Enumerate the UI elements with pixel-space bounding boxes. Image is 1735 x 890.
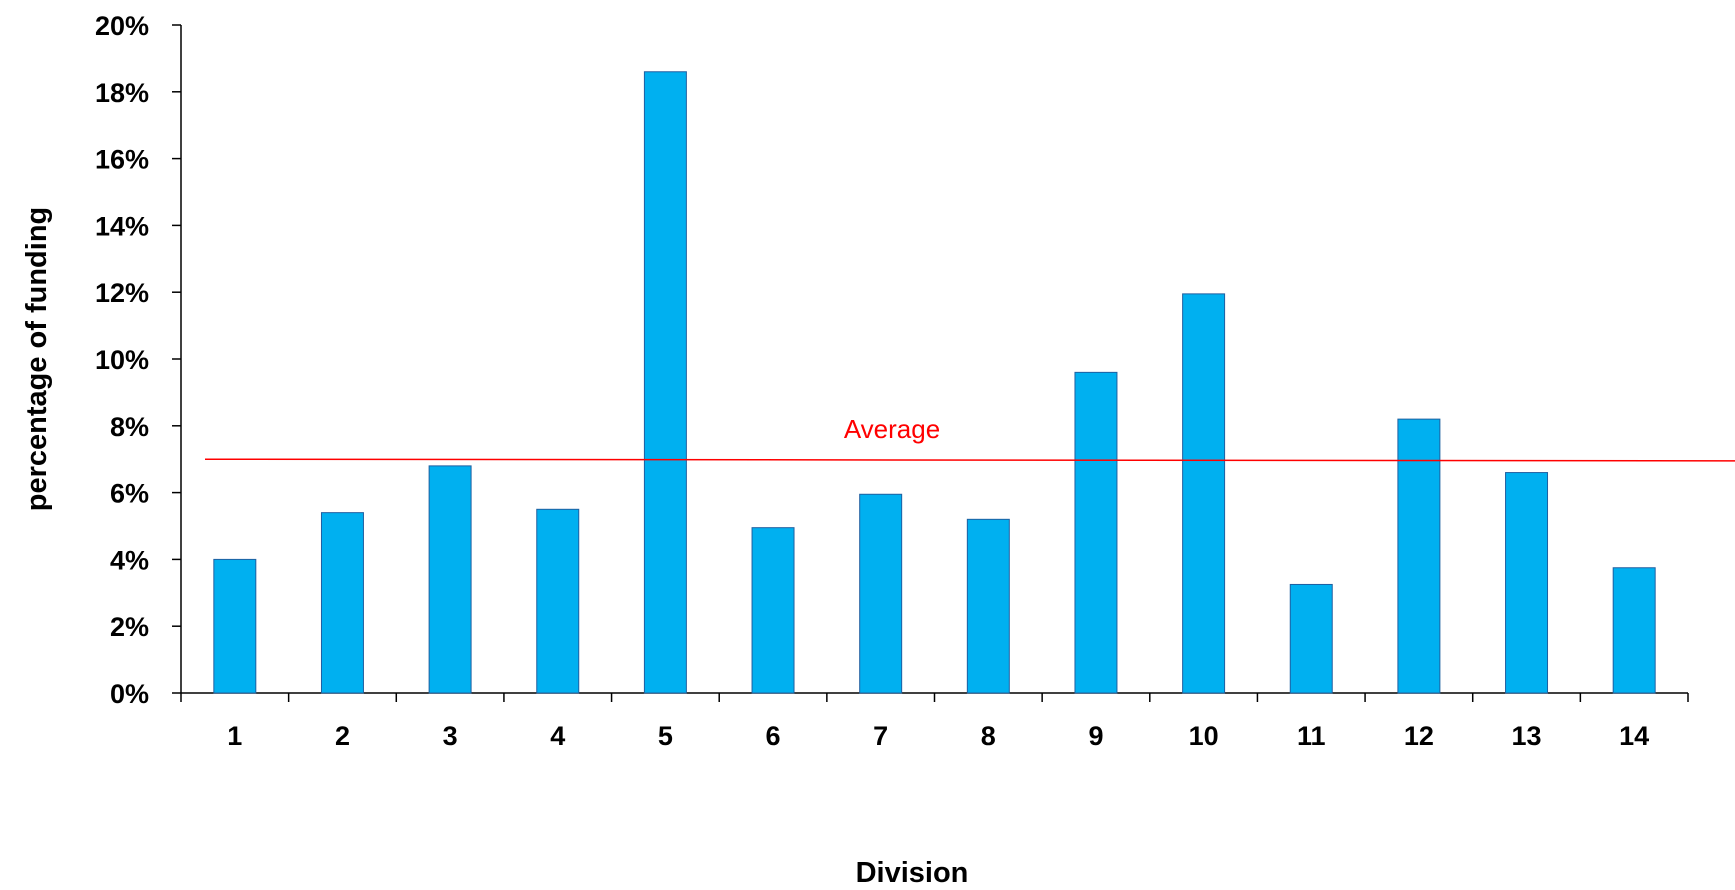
bar-division-4 bbox=[536, 508, 580, 694]
y-tick-label: 16% bbox=[95, 145, 149, 175]
bar-division-7 bbox=[859, 493, 903, 694]
average-label: Average bbox=[844, 414, 940, 444]
x-tick-label: 2 bbox=[335, 721, 350, 751]
x-tick-label: 10 bbox=[1189, 721, 1219, 751]
x-tick-label: 1 bbox=[227, 721, 242, 751]
bar-division-14 bbox=[1612, 567, 1656, 694]
bar-division-2 bbox=[320, 512, 364, 694]
x-tick-label: 13 bbox=[1512, 721, 1542, 751]
y-tick-label: 10% bbox=[95, 345, 149, 375]
x-tick-label: 3 bbox=[443, 721, 458, 751]
x-tick-label: 14 bbox=[1619, 721, 1649, 751]
x-tick-label: 5 bbox=[658, 721, 673, 751]
x-tick-label: 11 bbox=[1297, 721, 1326, 751]
x-tick-label: 8 bbox=[981, 721, 996, 751]
y-tick-label: 12% bbox=[95, 278, 149, 308]
bar-division-11 bbox=[1289, 583, 1333, 694]
x-tick-label: 4 bbox=[550, 721, 565, 751]
x-tick-label: 12 bbox=[1404, 721, 1434, 751]
y-tick-label: 8% bbox=[110, 412, 149, 442]
y-axis: 0% 2% 4% 6% 8% 10% 12% 14% 16% 18% 20% bbox=[95, 11, 182, 709]
bar-division-9 bbox=[1074, 371, 1118, 694]
x-tick-label: 9 bbox=[1088, 721, 1103, 751]
bars bbox=[213, 71, 1656, 694]
bar-division-5 bbox=[643, 71, 687, 694]
x-tick-label: 7 bbox=[873, 721, 888, 751]
x-axis-title: Division bbox=[856, 857, 969, 889]
y-tick-label: 6% bbox=[110, 479, 149, 509]
bar-division-6 bbox=[751, 527, 795, 694]
average-line-group: Average bbox=[204, 414, 1735, 462]
bar-division-12 bbox=[1397, 418, 1441, 694]
y-axis-title: percentage of funding bbox=[21, 207, 53, 512]
bar-division-10 bbox=[1182, 293, 1226, 694]
bar-division-8 bbox=[966, 518, 1010, 694]
bar-division-13 bbox=[1505, 472, 1549, 694]
x-tick-label: 6 bbox=[766, 721, 781, 751]
y-tick-label: 18% bbox=[95, 78, 149, 108]
y-tick-label: 2% bbox=[110, 612, 149, 642]
y-tick-label: 0% bbox=[110, 679, 149, 709]
y-tick-label: 14% bbox=[95, 211, 149, 241]
bar-division-3 bbox=[428, 465, 472, 694]
y-tick-label: 20% bbox=[95, 11, 149, 41]
x-axis: 1 2 3 4 5 6 7 8 9 10 11 12 13 14 bbox=[180, 692, 1689, 751]
average-line bbox=[204, 458, 1735, 462]
bar-division-1 bbox=[213, 558, 257, 694]
y-tick-label: 4% bbox=[110, 545, 149, 575]
